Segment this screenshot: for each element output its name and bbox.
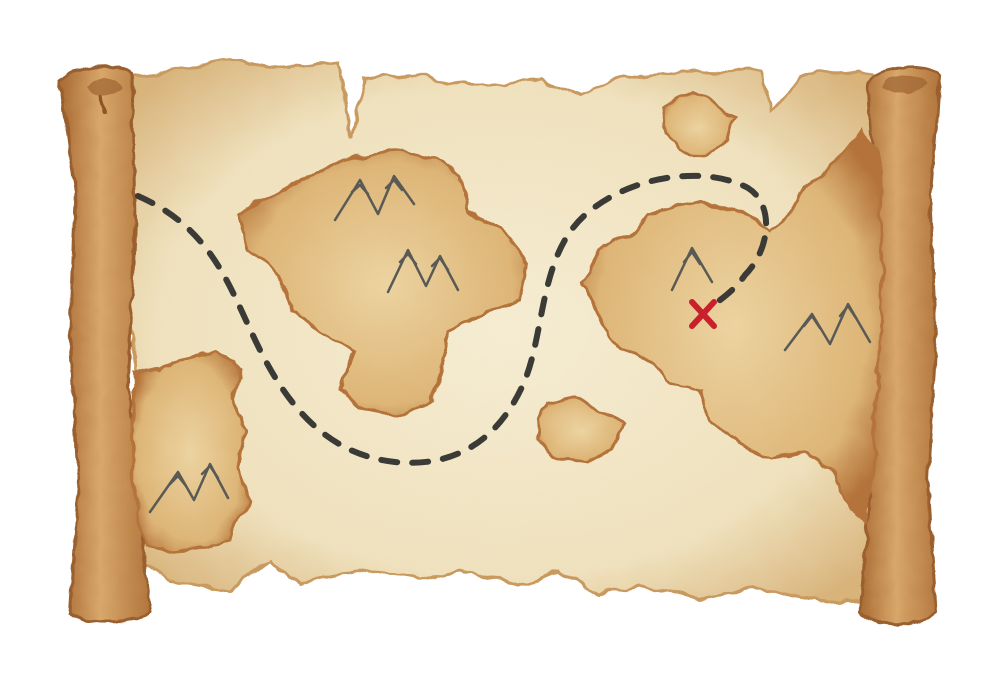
right-landmass xyxy=(580,127,884,523)
mountains-right-1 xyxy=(670,246,714,292)
mountains-right-2 xyxy=(783,302,872,352)
left-scroll-roller xyxy=(58,64,152,624)
mountains-center-top xyxy=(333,174,416,222)
left-island xyxy=(130,350,250,554)
mountains-center xyxy=(386,248,460,294)
small-island-bottom xyxy=(534,394,626,464)
mountains-left xyxy=(148,462,230,514)
dashed-route xyxy=(135,172,770,466)
treasure-x-mark xyxy=(689,299,717,329)
center-island xyxy=(238,148,530,420)
small-island-top xyxy=(662,92,737,160)
